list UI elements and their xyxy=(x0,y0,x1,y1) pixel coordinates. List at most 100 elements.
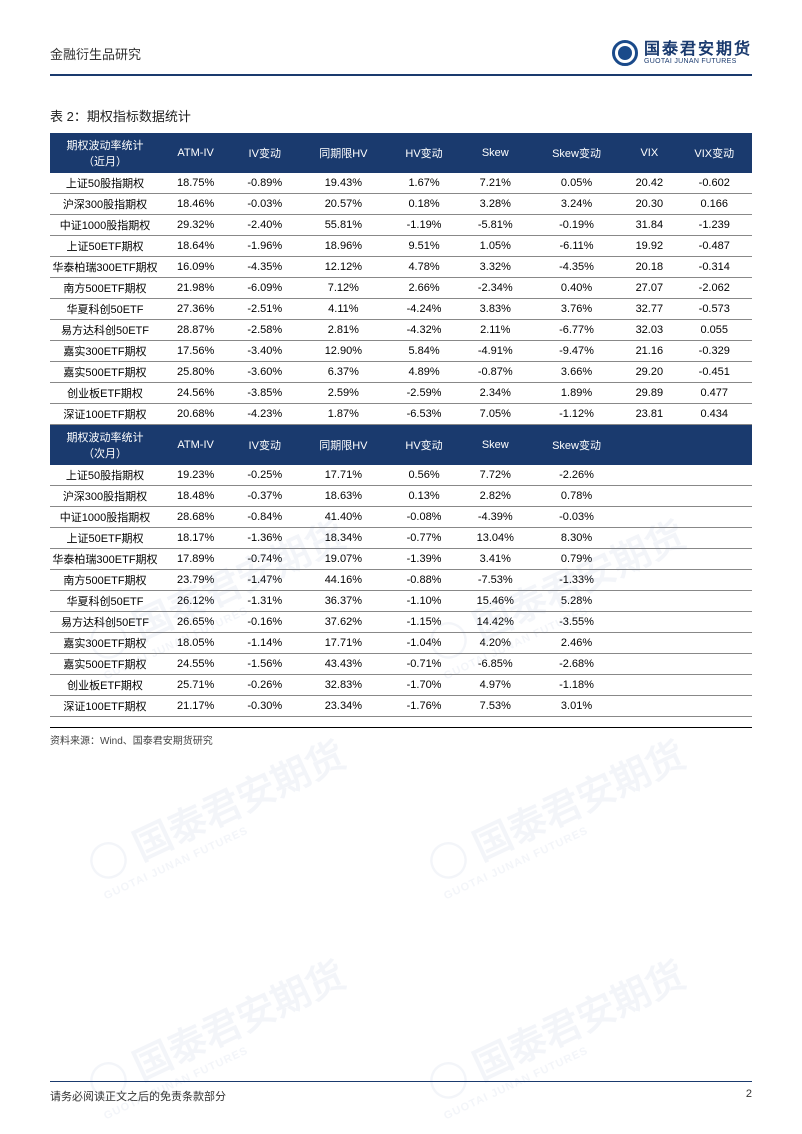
cell: 7.05% xyxy=(460,404,531,425)
table-row: 南方500ETF期权21.98%-6.09%7.12%2.66%-2.34%0.… xyxy=(50,278,752,299)
cell: 4.97% xyxy=(460,675,531,696)
table-row: 华泰柏瑞300ETF期权16.09%-4.35%12.12%4.78%3.32%… xyxy=(50,257,752,278)
cell: -2.26% xyxy=(531,465,622,486)
table2-header: 期权波动率统计（次月）ATM-IVIV变动同期限HVHV变动SkewSkew变动 xyxy=(50,425,752,466)
cell: 3.76% xyxy=(531,299,622,320)
cell: -6.77% xyxy=(531,320,622,341)
cell: -6.09% xyxy=(231,278,298,299)
cell: 17.56% xyxy=(160,341,231,362)
cell: 3.28% xyxy=(460,194,531,215)
cell: 7.72% xyxy=(460,465,531,486)
table1-col-0: ATM-IV xyxy=(160,133,231,173)
row-label: 南方500ETF期权 xyxy=(50,278,160,299)
cell: -0.30% xyxy=(231,696,298,717)
cell: -1.47% xyxy=(231,570,298,591)
cell: 23.81 xyxy=(622,404,676,425)
cell: -1.14% xyxy=(231,633,298,654)
options-stats-table: 期权波动率统计（近月）ATM-IVIV变动同期限HVHV变动SkewSkew变动… xyxy=(50,133,752,717)
cell: -3.55% xyxy=(531,612,622,633)
cell: -0.84% xyxy=(231,507,298,528)
table-title: 表 2：期权指标数据统计 xyxy=(50,106,752,125)
table1-col-3: HV变动 xyxy=(388,133,459,173)
cell: 23.79% xyxy=(160,570,231,591)
row-label: 创业板ETF期权 xyxy=(50,675,160,696)
cell: 12.12% xyxy=(298,257,388,278)
cell: 18.17% xyxy=(160,528,231,549)
cell: -1.96% xyxy=(231,236,298,257)
table-row: 上证50股指期权18.75%-0.89%19.43%1.67%7.21%0.05… xyxy=(50,173,752,194)
cell: -1.33% xyxy=(531,570,622,591)
cell: -4.32% xyxy=(388,320,459,341)
table-row: 华泰柏瑞300ETF期权17.89%-0.74%19.07%-1.39%3.41… xyxy=(50,549,752,570)
row-label: 上证50股指期权 xyxy=(50,465,160,486)
cell: -0.37% xyxy=(231,486,298,507)
cell: -0.74% xyxy=(231,549,298,570)
cell: 18.46% xyxy=(160,194,231,215)
cell: 4.20% xyxy=(460,633,531,654)
cell: 14.42% xyxy=(460,612,531,633)
cell: 18.96% xyxy=(298,236,388,257)
cell: 0.40% xyxy=(531,278,622,299)
cell: 9.51% xyxy=(388,236,459,257)
table-row: 易方达科创50ETF28.87%-2.58%2.81%-4.32%2.11%-6… xyxy=(50,320,752,341)
company-logo: 国泰君安期货 GUOTAI JUNAN FUTURES xyxy=(612,40,752,66)
cell: -0.88% xyxy=(388,570,459,591)
cell: 17.89% xyxy=(160,549,231,570)
cell: 43.43% xyxy=(298,654,388,675)
cell: 4.78% xyxy=(388,257,459,278)
row-label: 中证1000股指期权 xyxy=(50,215,160,236)
table2-col-1: IV变动 xyxy=(231,425,298,466)
cell: -1.12% xyxy=(531,404,622,425)
cell: 0.13% xyxy=(388,486,459,507)
table2-col-0: ATM-IV xyxy=(160,425,231,466)
cell: 8.30% xyxy=(531,528,622,549)
cell: 2.34% xyxy=(460,383,531,404)
cell: -1.76% xyxy=(388,696,459,717)
table2-col-4: Skew xyxy=(460,425,531,466)
cell: -1.239 xyxy=(677,215,752,236)
table2-body: 上证50股指期权19.23%-0.25%17.71%0.56%7.72%-2.2… xyxy=(50,465,752,717)
cell: 21.98% xyxy=(160,278,231,299)
cell: 0.055 xyxy=(677,320,752,341)
cell: 7.21% xyxy=(460,173,531,194)
cell: 0.05% xyxy=(531,173,622,194)
row-label: 华夏科创50ETF xyxy=(50,299,160,320)
row-label: 华泰柏瑞300ETF期权 xyxy=(50,257,160,278)
cell: -1.18% xyxy=(531,675,622,696)
cell: 29.32% xyxy=(160,215,231,236)
row-label: 华夏科创50ETF xyxy=(50,591,160,612)
cell: 32.77 xyxy=(622,299,676,320)
table-row: 创业板ETF期权25.71%-0.26%32.83%-1.70%4.97%-1.… xyxy=(50,675,752,696)
cell: 20.42 xyxy=(622,173,676,194)
cell: 1.89% xyxy=(531,383,622,404)
cell: 26.12% xyxy=(160,591,231,612)
cell: 3.41% xyxy=(460,549,531,570)
cell: 6.37% xyxy=(298,362,388,383)
cell: 12.90% xyxy=(298,341,388,362)
cell: -1.36% xyxy=(231,528,298,549)
table-row: 易方达科创50ETF26.65%-0.16%37.62%-1.15%14.42%… xyxy=(50,612,752,633)
cell: 0.79% xyxy=(531,549,622,570)
table-row: 上证50ETF期权18.64%-1.96%18.96%9.51%1.05%-6.… xyxy=(50,236,752,257)
cell: 0.477 xyxy=(677,383,752,404)
watermark: ◯ 国泰君安期货GUOTAI JUNAN FUTURES xyxy=(419,725,698,903)
table2-col-3: HV变动 xyxy=(388,425,459,466)
cell: 4.89% xyxy=(388,362,459,383)
row-label: 深证100ETF期权 xyxy=(50,696,160,717)
table-row: 中证1000股指期权28.68%-0.84%41.40%-0.08%-4.39%… xyxy=(50,507,752,528)
cell: 0.56% xyxy=(388,465,459,486)
table-row: 嘉实500ETF期权25.80%-3.60%6.37%4.89%-0.87%3.… xyxy=(50,362,752,383)
cell: -1.15% xyxy=(388,612,459,633)
table-row: 沪深300股指期权18.46%-0.03%20.57%0.18%3.28%3.2… xyxy=(50,194,752,215)
cell: 31.84 xyxy=(622,215,676,236)
cell: 15.46% xyxy=(460,591,531,612)
row-label: 易方达科创50ETF xyxy=(50,612,160,633)
cell: 26.65% xyxy=(160,612,231,633)
cell: 18.75% xyxy=(160,173,231,194)
table-row: 华夏科创50ETF27.36%-2.51%4.11%-4.24%3.83%3.7… xyxy=(50,299,752,320)
cell: -0.87% xyxy=(460,362,531,383)
cell: 32.03 xyxy=(622,320,676,341)
cell: 19.07% xyxy=(298,549,388,570)
logo-text: 国泰君安期货 GUOTAI JUNAN FUTURES xyxy=(644,42,752,65)
row-label: 上证50ETF期权 xyxy=(50,236,160,257)
